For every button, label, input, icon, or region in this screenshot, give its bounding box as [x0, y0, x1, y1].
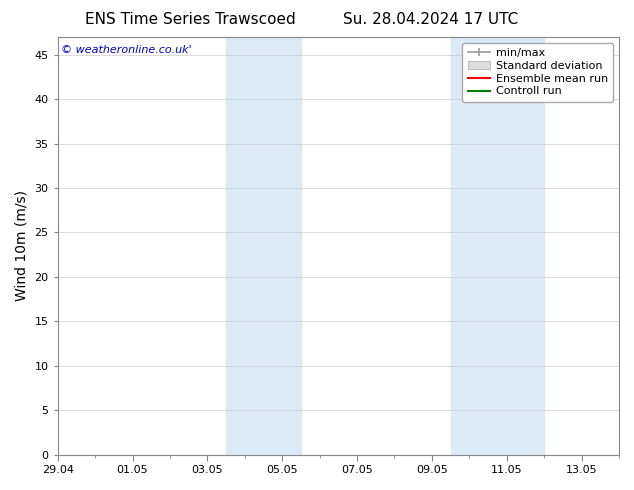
Bar [226, 37, 301, 455]
Text: © weatheronline.co.uk': © weatheronline.co.uk' [60, 46, 191, 55]
Text: ENS Time Series Trawscoed: ENS Time Series Trawscoed [85, 12, 295, 27]
Text: Su. 28.04.2024 17 UTC: Su. 28.04.2024 17 UTC [344, 12, 519, 27]
Y-axis label: Wind 10m (m/s): Wind 10m (m/s) [15, 190, 29, 301]
Bar [451, 37, 544, 455]
Legend: min/max, Standard deviation, Ensemble mean run, Controll run: min/max, Standard deviation, Ensemble me… [462, 43, 614, 102]
